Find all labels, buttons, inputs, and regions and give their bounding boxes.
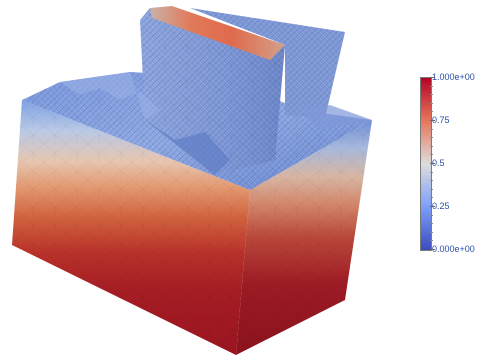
scalar-bar-minor-tick	[430, 197, 433, 199]
scalar-bar-major-tick	[430, 163, 435, 164]
scalar-bar-legend: 1.000e+00 0.75 0.5 0.25 0.000e+00	[416, 72, 491, 256]
scalar-bar-minor-tick	[430, 85, 433, 87]
scalar-bar-minor-tick	[430, 231, 433, 233]
scalar-bar-max-label: 1.000e+00	[432, 72, 475, 82]
scalar-bar-minor-tick	[430, 214, 433, 216]
scalar-bar-minor-tick	[430, 240, 433, 242]
scalar-bar-minor-tick	[430, 102, 433, 104]
scalar-bar-tick-label: 0.25	[432, 201, 450, 211]
scalar-bar-gradient	[420, 77, 432, 251]
scalar-bar-tick-label: 0.5	[432, 158, 445, 168]
scalar-bar-minor-tick	[430, 171, 433, 173]
scalar-bar-minor-tick	[430, 180, 433, 182]
scalar-bar-minor-tick	[430, 145, 433, 147]
scalar-bar-major-tick	[430, 206, 435, 207]
scalar-bar-minor-tick	[430, 128, 433, 130]
scalar-bar-major-tick	[430, 249, 435, 250]
scalar-bar-minor-tick	[430, 137, 433, 139]
scalar-bar-min-label: 0.000e+00	[432, 244, 475, 254]
scalar-bar-minor-tick	[430, 154, 433, 156]
scalar-bar-minor-tick	[430, 188, 433, 190]
scalar-bar-tick-label: 0.75	[432, 115, 450, 125]
scalar-bar-minor-tick	[430, 94, 433, 96]
scalar-bar-major-tick	[430, 77, 435, 78]
scalar-bar-minor-tick	[430, 111, 433, 113]
scalar-bar-major-tick	[430, 120, 435, 121]
scalar-bar-minor-tick	[430, 223, 433, 225]
slab-top-ridge	[150, 6, 285, 60]
